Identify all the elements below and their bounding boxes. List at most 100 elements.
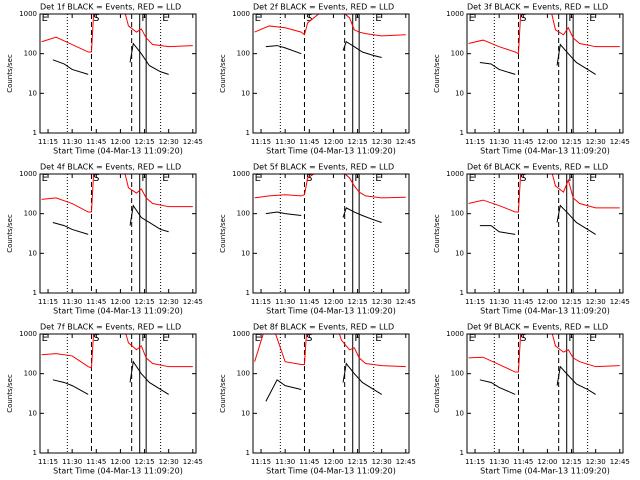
x-axis-label: Start Time (04-Mar-13 11:09:20) xyxy=(480,307,610,316)
annotation: S xyxy=(93,173,99,184)
x-tick-label: 12:30 xyxy=(372,138,392,146)
annotation: E xyxy=(255,173,261,184)
y-axis-label: Counts/sec xyxy=(6,374,14,413)
y-tick-label: 10 xyxy=(241,409,250,417)
annotation: S xyxy=(93,333,99,344)
x-tick-label: 12:00 xyxy=(110,298,130,306)
annotation: S xyxy=(93,13,99,24)
series-line xyxy=(479,365,596,395)
y-axis-label: Counts/sec xyxy=(433,374,441,413)
x-tick-label: 11:30 xyxy=(489,458,509,466)
y-tick-label: 1 xyxy=(246,289,250,297)
y-tick-label: 100 xyxy=(451,370,464,378)
y-tick-label: 1000 xyxy=(19,10,37,18)
x-tick-label: 11:45 xyxy=(86,458,106,466)
annotation: E xyxy=(469,173,475,184)
x-tick-label: 11:30 xyxy=(489,138,509,146)
y-tick-label: 1 xyxy=(246,129,250,137)
y-axis-label: Counts/sec xyxy=(219,214,227,253)
y-tick-label: 100 xyxy=(24,50,37,58)
x-tick-label: 12:00 xyxy=(537,138,557,146)
x-tick-label: 11:30 xyxy=(275,298,295,306)
annotation: E xyxy=(589,173,595,184)
plot-frame xyxy=(252,173,410,294)
x-tick-label: 12:30 xyxy=(586,298,606,306)
y-tick-label: 10 xyxy=(455,89,464,97)
y-axis-label: Counts/sec xyxy=(6,54,14,93)
annotation: E xyxy=(255,13,261,24)
x-tick-label: 11:30 xyxy=(275,138,295,146)
x-tick-label: 12:30 xyxy=(159,138,179,146)
x-tick-label: 11:15 xyxy=(38,458,58,466)
x-tick-label: 12:15 xyxy=(561,458,581,466)
x-tick-label: 12:45 xyxy=(396,138,416,146)
y-tick-label: 1 xyxy=(33,449,37,457)
panel-title: Det 6f BLACK = Events, RED = LLD xyxy=(467,163,608,172)
x-tick-label: 12:15 xyxy=(561,298,581,306)
x-tick-label: 12:00 xyxy=(323,458,343,466)
x-tick-label: 12:30 xyxy=(372,298,392,306)
x-tick-label: 11:45 xyxy=(299,458,319,466)
annotation: E xyxy=(42,333,48,344)
annotation: F xyxy=(568,13,574,24)
annotation: F xyxy=(568,333,574,344)
series-line xyxy=(479,43,596,75)
x-tick-label: 12:30 xyxy=(159,458,179,466)
y-tick-label: 1000 xyxy=(232,330,250,338)
y-tick-label: 1 xyxy=(33,289,37,297)
annotation: E xyxy=(469,13,475,24)
series-line xyxy=(468,174,620,213)
y-tick-label: 10 xyxy=(455,409,464,417)
series-line xyxy=(254,334,406,368)
x-tick-label: 11:45 xyxy=(299,298,319,306)
annotation: S xyxy=(520,173,526,184)
annotation: E xyxy=(469,333,475,344)
annotation: F xyxy=(141,13,147,24)
x-tick-label: 12:15 xyxy=(561,138,581,146)
annotation: E xyxy=(162,173,168,184)
y-tick-label: 1000 xyxy=(446,10,464,18)
x-tick-label: 12:00 xyxy=(323,298,343,306)
x-tick-label: 12:30 xyxy=(159,298,179,306)
x-tick-label: 12:00 xyxy=(537,458,557,466)
x-tick-label: 11:45 xyxy=(513,458,533,466)
y-tick-label: 10 xyxy=(241,89,250,97)
annotation: F xyxy=(568,173,574,184)
x-tick-label: 12:15 xyxy=(134,138,154,146)
series-line xyxy=(265,362,382,402)
y-tick-label: 10 xyxy=(455,249,464,257)
x-tick-label: 12:30 xyxy=(586,458,606,466)
x-tick-label: 11:30 xyxy=(62,138,82,146)
series-line xyxy=(41,334,193,369)
annotation: E xyxy=(375,173,381,184)
x-tick-label: 12:00 xyxy=(110,138,130,146)
annotation: E xyxy=(375,13,381,24)
annotation: F xyxy=(354,13,360,24)
annotation: S xyxy=(306,333,312,344)
y-tick-label: 100 xyxy=(451,50,464,58)
x-tick-label: 12:45 xyxy=(183,138,203,146)
x-axis-label: Start Time (04-Mar-13 11:09:20) xyxy=(480,467,610,476)
y-tick-label: 1000 xyxy=(19,170,37,178)
annotation: E xyxy=(162,333,168,344)
y-axis-label: Counts/sec xyxy=(433,214,441,253)
x-tick-label: 12:15 xyxy=(347,298,367,306)
y-tick-label: 1 xyxy=(460,289,464,297)
annotation: S xyxy=(306,13,312,24)
annotation: F xyxy=(141,333,147,344)
x-tick-label: 12:00 xyxy=(537,298,557,306)
annotation: S xyxy=(520,13,526,24)
annotation: E xyxy=(589,13,595,24)
y-tick-label: 10 xyxy=(28,89,37,97)
plot-frame xyxy=(252,13,410,134)
x-tick-label: 12:15 xyxy=(134,458,154,466)
panel-title: Det 7f BLACK = Events, RED = LLD xyxy=(40,323,181,332)
x-tick-label: 12:30 xyxy=(586,138,606,146)
x-tick-label: 12:15 xyxy=(134,298,154,306)
y-tick-label: 1000 xyxy=(232,10,250,18)
series-line xyxy=(41,174,193,213)
x-tick-label: 12:00 xyxy=(110,458,130,466)
x-tick-label: 11:45 xyxy=(86,298,106,306)
series-line xyxy=(52,360,169,395)
